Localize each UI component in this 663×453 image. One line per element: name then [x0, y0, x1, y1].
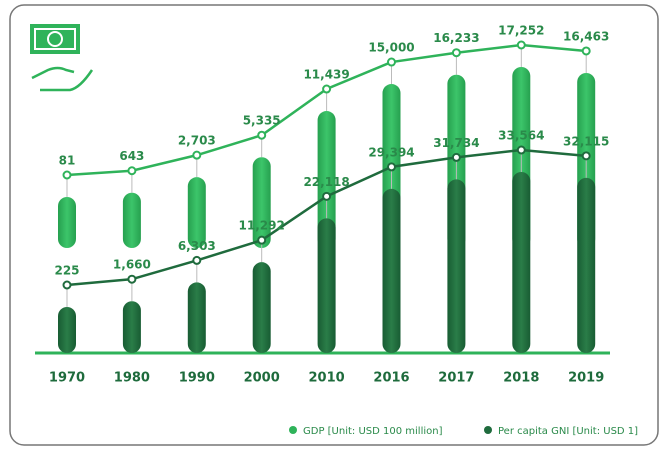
point [387, 57, 396, 67]
bar [252, 157, 271, 248]
point [451, 152, 461, 162]
bar [122, 192, 141, 248]
value-label: 5,335 [243, 114, 281, 128]
value-label: 16,233 [433, 31, 479, 45]
legend-swatch [289, 426, 297, 434]
bar [58, 307, 76, 353]
point [127, 274, 137, 284]
point [127, 166, 137, 176]
point [451, 48, 461, 58]
value-label: 225 [54, 264, 79, 278]
legend-swatch [484, 426, 492, 434]
bar [317, 218, 336, 353]
bar [187, 282, 206, 353]
point [387, 162, 396, 172]
value-label: 17,252 [498, 24, 544, 38]
value-label: 2,703 [178, 134, 216, 148]
value-label: 643 [119, 149, 144, 163]
bar [122, 301, 141, 353]
point [516, 40, 526, 50]
bar [252, 262, 271, 353]
value-label: 81 [59, 154, 76, 168]
x-tick-label: 2019 [568, 371, 604, 386]
value-label: 15,000 [368, 41, 414, 55]
bar [382, 188, 401, 353]
point [581, 151, 591, 161]
point [322, 84, 332, 94]
frame [9, 4, 659, 446]
value-label: 32,115 [563, 134, 609, 148]
point [192, 150, 202, 160]
legend-label: GDP [Unit: USD 100 million] [303, 426, 443, 437]
point [192, 255, 202, 265]
value-label: 11,292 [239, 219, 285, 233]
value-label: 6,303 [178, 239, 216, 253]
value-label: 22,118 [303, 175, 349, 189]
x-tick-label: 1980 [114, 371, 150, 386]
value-label: 33,564 [498, 129, 544, 143]
x-tick-label: 1970 [49, 371, 85, 386]
x-tick-label: 2018 [503, 371, 539, 386]
value-label: 11,439 [303, 68, 349, 82]
bar [577, 177, 596, 353]
x-tick-label: 1990 [179, 371, 215, 386]
point [62, 280, 72, 290]
value-label: 31,734 [433, 136, 479, 150]
money-icon [30, 24, 94, 92]
point [257, 235, 267, 245]
bar [317, 111, 336, 248]
legend-label: Per capita GNI [Unit: USD 1] [498, 426, 638, 437]
x-tick-label: 2017 [438, 371, 474, 386]
bar [447, 179, 466, 353]
point [322, 191, 332, 201]
x-tick-label: 2016 [373, 371, 409, 386]
point [516, 145, 526, 155]
value-label: 16,463 [563, 29, 609, 43]
point [581, 46, 591, 56]
bar [512, 172, 531, 353]
bar [58, 197, 76, 248]
x-tick-label: 2000 [244, 371, 280, 386]
x-tick-label: 2010 [309, 371, 345, 386]
value-label: 29,394 [368, 145, 414, 159]
value-label: 1,660 [113, 258, 151, 272]
point [62, 170, 72, 180]
point [257, 130, 267, 140]
bar [187, 177, 206, 248]
